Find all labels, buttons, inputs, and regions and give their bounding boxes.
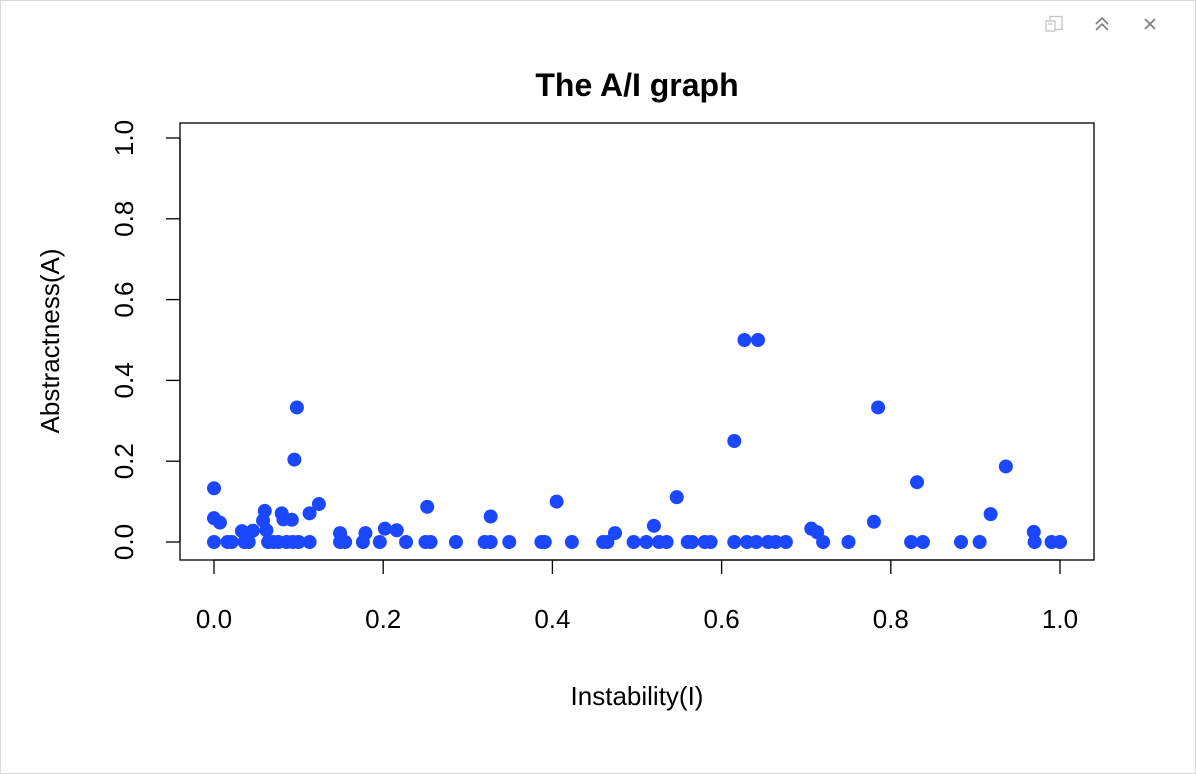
y-tick-label: 0.0 xyxy=(109,524,139,560)
y-axis: 0.0 0.2 0.4 0.6 0.8 1.0 xyxy=(109,120,181,560)
data-point xyxy=(483,509,498,524)
data-point xyxy=(626,535,641,549)
y-tick-label: 0.8 xyxy=(109,201,139,237)
y-tick-label: 0.2 xyxy=(109,443,139,479)
data-point xyxy=(608,526,623,541)
data-points xyxy=(207,333,1067,549)
x-tick-label: 0.2 xyxy=(365,604,401,634)
data-point xyxy=(750,333,765,347)
data-point xyxy=(1053,535,1067,549)
data-point xyxy=(915,535,930,549)
data-point xyxy=(212,515,227,530)
data-point xyxy=(291,535,306,549)
data-point xyxy=(684,535,699,549)
data-point xyxy=(420,499,435,514)
data-point xyxy=(646,518,661,533)
data-point xyxy=(302,506,317,521)
data-point xyxy=(871,400,886,415)
data-point xyxy=(972,535,987,549)
x-tick-label: 0.4 xyxy=(534,604,570,634)
data-point xyxy=(207,535,221,549)
data-point xyxy=(778,535,793,549)
data-point xyxy=(302,535,317,549)
data-point xyxy=(727,434,742,448)
data-point xyxy=(954,535,969,549)
plot-area-box xyxy=(179,122,1095,561)
data-point xyxy=(358,526,373,541)
data-point xyxy=(669,490,684,505)
data-point xyxy=(1027,535,1042,549)
x-axis-label: Instability(I) xyxy=(571,681,704,711)
data-point xyxy=(639,535,654,549)
data-point xyxy=(904,535,919,549)
chart-title: The A/I graph xyxy=(535,67,738,103)
data-point xyxy=(372,535,387,549)
y-tick-label: 0.6 xyxy=(109,282,139,318)
data-point xyxy=(399,535,414,549)
data-point xyxy=(866,514,881,529)
x-tick-label: 0.0 xyxy=(196,604,232,634)
data-point xyxy=(816,535,831,549)
data-point xyxy=(245,523,260,538)
window-controls xyxy=(1043,13,1161,35)
data-point xyxy=(259,523,274,538)
y-tick-label: 1.0 xyxy=(109,120,139,156)
x-tick-label: 1.0 xyxy=(1042,604,1078,634)
data-point xyxy=(727,535,742,549)
x-tick-label: 0.8 xyxy=(873,604,909,634)
data-point xyxy=(241,535,256,549)
data-point xyxy=(423,535,438,549)
data-point xyxy=(703,535,718,549)
popout-icon[interactable] xyxy=(1043,13,1065,35)
data-point xyxy=(257,503,272,518)
data-point xyxy=(910,475,925,490)
y-tick-label: 0.4 xyxy=(109,362,139,398)
data-point xyxy=(768,535,783,549)
data-point xyxy=(841,535,856,549)
data-point xyxy=(289,400,304,415)
data-point xyxy=(389,523,404,538)
data-point xyxy=(537,535,552,549)
data-point xyxy=(287,452,302,467)
data-point xyxy=(311,497,326,512)
data-point xyxy=(983,507,998,522)
data-point xyxy=(549,494,564,509)
data-point xyxy=(749,535,764,549)
data-point xyxy=(377,521,392,536)
data-point xyxy=(207,481,221,496)
data-point xyxy=(483,535,498,549)
y-axis-label: Abstractness(A) xyxy=(35,249,65,434)
data-point xyxy=(1026,524,1041,539)
data-point xyxy=(502,535,517,549)
data-point xyxy=(448,535,463,549)
data-point xyxy=(659,535,674,549)
data-point xyxy=(564,535,579,549)
close-icon[interactable] xyxy=(1139,13,1161,35)
data-point xyxy=(224,535,239,549)
data-point xyxy=(998,459,1013,474)
x-tick-label: 0.6 xyxy=(704,604,740,634)
maximize-icon[interactable] xyxy=(1091,13,1113,35)
x-axis: 0.0 0.2 0.4 0.6 0.8 1.0 xyxy=(196,559,1078,634)
data-point xyxy=(737,333,752,347)
data-point xyxy=(284,512,299,527)
data-point xyxy=(338,535,353,549)
